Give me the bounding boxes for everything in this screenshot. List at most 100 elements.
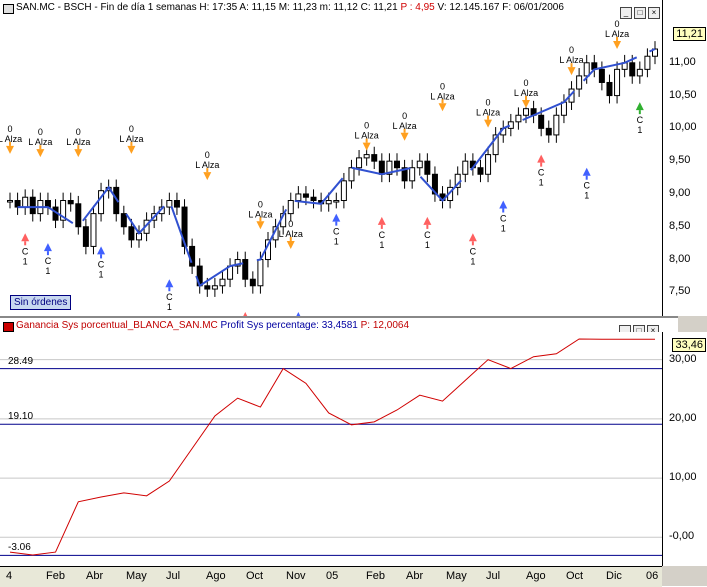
sys-header-name: Ganancia Sys porcentual_BLANCA_SAN.MC xyxy=(16,320,221,331)
level-label: 28.49 xyxy=(8,355,34,367)
candle-body xyxy=(60,200,67,221)
sys-tick-label: 30,00 xyxy=(669,352,697,365)
candle-body xyxy=(166,200,173,208)
sell-arrow-shaft xyxy=(403,128,406,133)
sell-arrow-icon xyxy=(6,145,14,154)
candle-body xyxy=(636,68,643,77)
signal-label: C xyxy=(333,227,340,237)
signal-label: L Alza xyxy=(119,134,143,144)
signal-label: C xyxy=(538,168,545,178)
sell-arrow-icon xyxy=(522,99,530,108)
signal-label: C xyxy=(22,246,29,256)
sys-header-p: P: 12,0064 xyxy=(360,320,410,331)
signal-label: 0 xyxy=(402,111,407,121)
date-label: Oct xyxy=(566,570,584,582)
sys-current-value: 33,46 xyxy=(672,338,706,352)
minimize-button[interactable]: _ xyxy=(620,7,632,19)
sys-axis[interactable]: -0,00 10,00 20,00 30,00 33,46 xyxy=(662,332,707,566)
price-header-text: SAN.MC - BSCH - Fin de día 1 semanas H: … xyxy=(16,2,401,13)
signal-marker: 0L Alza xyxy=(605,19,629,49)
price-tick-label: 11,00 xyxy=(669,55,696,68)
close-button[interactable]: × xyxy=(648,7,660,19)
signal-label: L Alza xyxy=(392,121,416,131)
candle-body xyxy=(538,114,545,129)
signal-label: 1 xyxy=(425,240,430,250)
signal-marker: C1 xyxy=(377,216,386,250)
signal-marker: 0L Alza xyxy=(119,124,144,154)
signal-label: 1 xyxy=(45,266,50,276)
candle-body xyxy=(576,75,583,90)
candle-body xyxy=(515,114,522,123)
candle-body xyxy=(606,81,613,97)
candle-body xyxy=(477,167,484,175)
candle-body xyxy=(98,190,105,215)
signal-marker: C1 xyxy=(43,243,52,276)
signal-label: 0 xyxy=(205,150,210,160)
signal-label: 0 xyxy=(486,98,491,108)
price-tick-label: 8,50 xyxy=(669,219,691,232)
signal-label: 0 xyxy=(523,78,528,88)
signal-label: 1 xyxy=(584,191,589,201)
date-label: Feb xyxy=(46,570,65,582)
signal-label: L Alza xyxy=(248,209,272,219)
signal-label: L Alza xyxy=(355,131,379,141)
candle-body xyxy=(287,200,294,215)
candle-body xyxy=(333,200,340,203)
signal-label: 1 xyxy=(501,224,506,234)
signal-label: 0 xyxy=(569,45,574,55)
candle-body xyxy=(189,245,196,267)
sell-arrow-shaft xyxy=(365,138,368,143)
sell-arrow-shaft xyxy=(259,217,262,222)
buy-arrow-shaft xyxy=(540,162,543,167)
candle-body xyxy=(409,167,416,182)
candle-body xyxy=(545,127,552,136)
candle-body xyxy=(211,285,218,290)
date-label: Ago xyxy=(526,570,546,582)
signal-label: L Alza xyxy=(195,160,219,170)
candle-body xyxy=(7,200,13,203)
candle-body xyxy=(371,154,378,162)
date-label: May xyxy=(126,570,147,582)
candle-body xyxy=(583,62,590,77)
signal-marker: C1 xyxy=(97,246,106,279)
candle-body xyxy=(629,62,636,77)
sell-arrow-shaft xyxy=(77,145,80,150)
sell-arrow-icon xyxy=(36,149,45,158)
signal-label: 0 xyxy=(129,124,134,134)
sys-panel[interactable] xyxy=(0,332,662,566)
sell-arrow-icon xyxy=(567,67,576,76)
signal-marker: C1 xyxy=(635,102,644,135)
orders-badge[interactable]: Sin órdenes xyxy=(10,295,72,310)
buy-arrow-shaft xyxy=(426,224,429,229)
sell-arrow-shaft xyxy=(487,115,490,120)
price-tick-label: 7,50 xyxy=(669,285,691,298)
candle-body xyxy=(75,203,82,228)
signal-marker: 0L Alza xyxy=(430,81,455,112)
sell-arrow-icon xyxy=(400,132,409,141)
candle-body xyxy=(356,157,363,169)
signal-label: 0 xyxy=(440,81,445,91)
candle-body xyxy=(14,200,21,208)
candle-body xyxy=(325,200,332,205)
signal-label: L Alza xyxy=(0,134,22,144)
signal-marker: C1 xyxy=(165,279,174,312)
level-label: -3.06 xyxy=(8,542,31,554)
price-axis[interactable]: 7,50 8,00 8,50 9,00 9,50 10,00 10,50 11,00 11,2… xyxy=(662,0,707,316)
buy-arrow-icon xyxy=(635,102,644,111)
signal-marker: 0L Alza xyxy=(355,121,379,151)
date-axis[interactable]: 4 Feb Abr May Jul Ago Oct Nov 05 Feb Abr May Jul Ago O… xyxy=(0,566,662,587)
buy-arrow-icon xyxy=(21,233,30,242)
signal-label: 1 xyxy=(470,256,475,266)
candle-body xyxy=(302,193,309,198)
sys-tick-label: 10,00 xyxy=(669,471,697,484)
date-label: Nov xyxy=(286,570,306,582)
sell-arrow-shaft xyxy=(289,236,292,241)
signal-marker: 0L Alza xyxy=(476,98,500,128)
candle-body xyxy=(234,259,241,267)
signal-marker: C1 xyxy=(332,213,341,247)
candle-body xyxy=(204,285,211,290)
candle-body xyxy=(120,213,127,228)
maximize-button[interactable]: □ xyxy=(634,7,646,19)
buy-arrow-icon xyxy=(43,243,52,252)
